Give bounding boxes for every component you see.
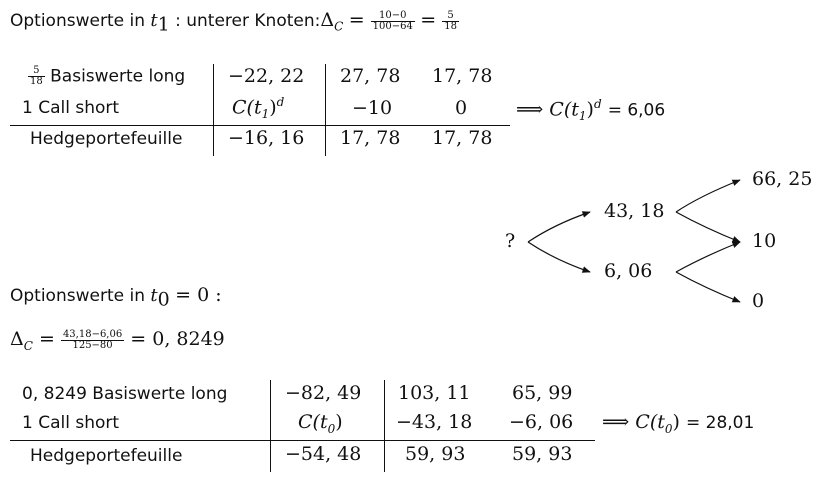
table1-result: ⟹ C(t1)d = 6,06	[516, 97, 666, 124]
table1-vline-1	[213, 64, 215, 156]
table2-row3-c2: 59, 93	[405, 443, 466, 465]
table2-row1-label: 0, 8249 Basiswerte long	[22, 384, 228, 404]
table2-row3-c3: 59, 93	[512, 443, 573, 465]
tree-edge-up-uu	[675, 179, 741, 213]
table1-row3-c3: 17, 78	[432, 127, 493, 149]
table2-row3-label: Hedgeportefeuille	[30, 446, 183, 466]
table2-row2-label: 1 Call short	[22, 413, 120, 433]
t-var: t	[150, 10, 158, 31]
tree-edge-up-ud	[675, 211, 741, 243]
heading-prefix: Optionswerte in	[10, 11, 145, 31]
tree-edge-down-ud	[675, 241, 741, 273]
table1-row2-c2: −10	[352, 97, 393, 119]
heading-mid: : unterer Knoten:	[175, 11, 321, 31]
fraction-1: 10−0 100−64	[370, 9, 415, 32]
section1-heading: Optionswerte in t1 : unterer Knoten:ΔC =…	[10, 9, 459, 36]
table1-row3-c1: −16, 16	[228, 127, 305, 149]
table1-row1-c2: 27, 78	[340, 65, 401, 87]
tree-node-down: 6, 06	[604, 260, 653, 282]
tree-root: ?	[505, 230, 516, 252]
table1-row2-c1: C(t1)d	[232, 95, 285, 122]
table2-vline-2	[384, 380, 386, 472]
table2-row1-c3: 65, 99	[512, 382, 573, 404]
table2-result: ⟹ C(t0) = 28,01	[602, 411, 755, 436]
table1-vline-2	[325, 64, 327, 156]
tree-node-up: 43, 18	[604, 200, 665, 222]
delta-sub: C	[334, 19, 344, 34]
tree-edge-root-down	[527, 241, 591, 273]
t-sub: 1	[157, 13, 170, 36]
section2-heading: Optionswerte in t0 = 0 :	[10, 284, 222, 311]
table2-row1-c1: −82, 49	[285, 382, 362, 404]
table2-row1-c2: 103, 11	[398, 382, 471, 404]
table1-row1-label: 5 18 Basiswerte long	[28, 65, 186, 87]
table1-row1-c1: −22, 22	[228, 65, 305, 87]
tree-node-uu: 66, 25	[752, 168, 813, 190]
tree-edge-root-up	[527, 211, 591, 243]
table1-rule	[10, 125, 510, 127]
tree-node-dd: 0	[752, 290, 765, 312]
table2-rule	[10, 440, 595, 442]
table1-row1-c3: 17, 78	[432, 65, 493, 87]
table1-row2-label: 1 Call short	[22, 98, 120, 118]
table2-row3-c1: −54, 48	[285, 443, 362, 465]
table2-row2-c2: −43, 18	[396, 411, 473, 433]
delta-symbol: Δ	[320, 9, 335, 31]
table1-row3-c2: 17, 78	[340, 127, 401, 149]
table2-vline-1	[270, 380, 272, 472]
tree-node-ud: 10	[752, 230, 777, 252]
tree-edge-down-dd	[675, 271, 741, 303]
delta-formula: ΔC = 43,18−6,06 125−80 = 0, 8249	[10, 328, 225, 353]
table1-row2-c3: 0	[455, 97, 468, 119]
table2-row2-c3: −6, 06	[509, 411, 574, 433]
table2-row2-c1: C(t0)	[298, 411, 343, 436]
fraction-2: 5 18	[442, 9, 459, 32]
table1-row3-label: Hedgeportefeuille	[30, 129, 183, 149]
